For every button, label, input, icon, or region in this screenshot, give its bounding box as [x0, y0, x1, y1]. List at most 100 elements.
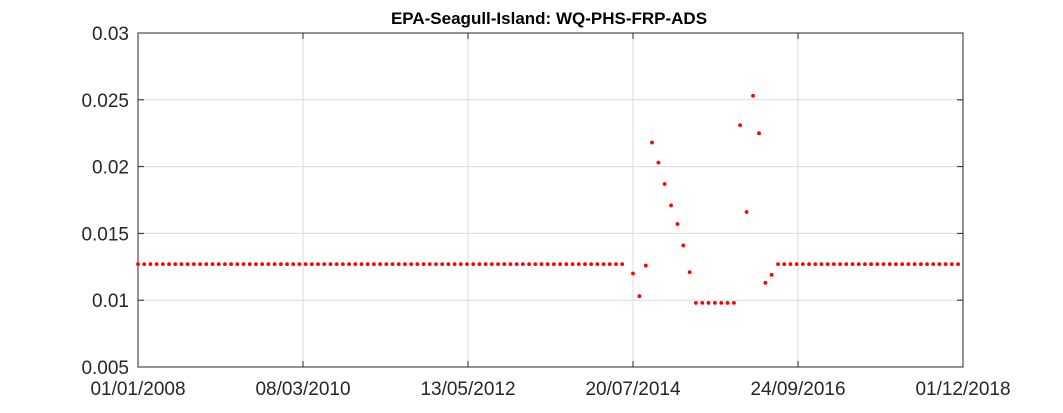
- data-point: [303, 262, 308, 267]
- data-point: [254, 262, 258, 267]
- data-point: [173, 262, 178, 267]
- data-point: [142, 262, 147, 267]
- data-point: [409, 262, 414, 267]
- data-point: [179, 262, 184, 267]
- y-tick-label: 0.03: [92, 24, 129, 45]
- data-point: [533, 262, 538, 267]
- data-point: [229, 262, 234, 267]
- data-point: [440, 262, 445, 267]
- data-point: [390, 262, 395, 267]
- data-point: [712, 300, 717, 305]
- data-point: [309, 262, 314, 267]
- data-point: [347, 262, 351, 267]
- data-point: [421, 262, 426, 267]
- data-point: [706, 300, 711, 305]
- data-point: [427, 262, 432, 267]
- x-tick-label: 20/07/2014: [585, 379, 681, 400]
- data-point: [260, 262, 265, 267]
- data-point: [316, 262, 320, 267]
- data-point: [681, 243, 686, 248]
- data-point: [825, 262, 830, 267]
- data-point: [881, 262, 886, 267]
- data-point: [278, 262, 283, 267]
- data-point: [291, 262, 296, 267]
- data-point: [378, 262, 382, 267]
- data-point: [148, 262, 153, 267]
- data-point: [185, 262, 190, 267]
- data-point: [931, 262, 936, 267]
- data-point: [900, 262, 905, 267]
- data-point: [643, 263, 648, 268]
- data-point: [334, 262, 339, 267]
- data-point: [514, 262, 519, 267]
- data-point: [191, 262, 196, 267]
- data-point: [732, 300, 736, 305]
- x-tick-label: 01/01/2008: [90, 379, 185, 400]
- data-point: [235, 262, 240, 267]
- data-point: [751, 93, 755, 98]
- data-point: [614, 262, 618, 267]
- data-point: [322, 262, 327, 267]
- y-tick-label: 0.005: [81, 358, 129, 379]
- data-point: [687, 270, 692, 275]
- data-point: [757, 131, 761, 136]
- data-point: [558, 262, 563, 267]
- data-point: [769, 272, 774, 277]
- data-point: [943, 262, 948, 267]
- data-point: [725, 300, 730, 305]
- data-point: [906, 262, 911, 267]
- data-point: [154, 262, 159, 267]
- data-point: [744, 210, 749, 214]
- data-point: [669, 203, 673, 208]
- data-point: [937, 262, 942, 267]
- data-point: [415, 262, 420, 267]
- data-point: [477, 262, 482, 267]
- data-point: [788, 262, 793, 267]
- data-point: [856, 262, 861, 267]
- data-point: [819, 262, 824, 267]
- data-point: [223, 262, 227, 267]
- data-point: [136, 262, 140, 267]
- data-point: [887, 262, 892, 267]
- data-point: [458, 262, 463, 267]
- data-point: [359, 262, 364, 267]
- data-point: [693, 300, 698, 305]
- data-point: [650, 140, 654, 145]
- data-point: [807, 262, 811, 267]
- data-point: [576, 262, 581, 267]
- data-point: [831, 262, 836, 267]
- data-point: [925, 262, 929, 267]
- x-tick-label: 01/12/2018: [915, 379, 1010, 400]
- data-point: [583, 262, 587, 267]
- data-point: [838, 262, 842, 267]
- data-point: [396, 262, 401, 267]
- y-tick-label: 0.02: [92, 158, 129, 179]
- data-point: [662, 182, 667, 186]
- data-point: [800, 262, 805, 267]
- data-point: [844, 262, 849, 267]
- data-point: [570, 262, 575, 267]
- data-point: [204, 262, 209, 267]
- data-point: [850, 262, 855, 267]
- data-point: [564, 262, 569, 267]
- data-point: [502, 262, 507, 267]
- data-point: [607, 262, 612, 267]
- data-point: [508, 262, 513, 267]
- chart-title: EPA-Seagull-Island: WQ-PHS-FRP-ADS: [391, 9, 707, 28]
- data-point: [241, 262, 246, 267]
- data-point: [353, 262, 358, 267]
- data-point: [210, 262, 215, 267]
- grid-lines: [137, 32, 964, 368]
- data-point: [700, 300, 705, 305]
- data-point: [776, 262, 780, 267]
- data-point: [589, 262, 594, 267]
- data-point: [365, 262, 370, 267]
- y-tick-label: 0.015: [81, 224, 129, 245]
- data-point: [595, 262, 600, 267]
- data-point: [912, 262, 917, 267]
- data-point: [247, 262, 252, 267]
- data-point: [272, 262, 277, 267]
- data-point: [918, 262, 923, 267]
- plot-area-frame: [137, 32, 964, 368]
